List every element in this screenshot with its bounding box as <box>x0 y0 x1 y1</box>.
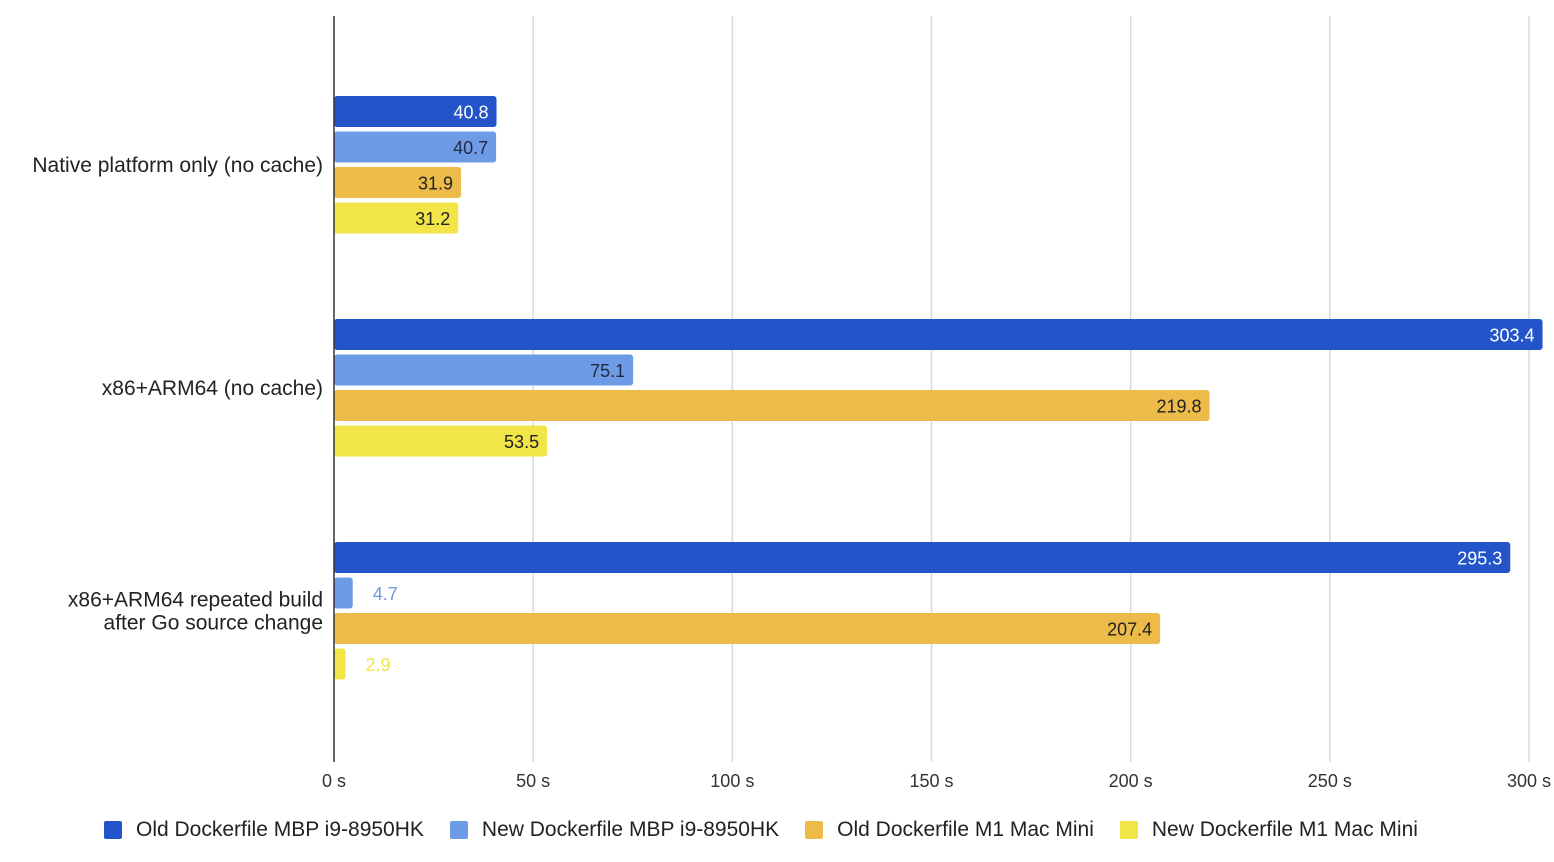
legend-item: New Dockerfile MBP i9-8950HK <box>449 818 780 842</box>
bar <box>334 577 353 609</box>
x-tick-label: 250 s <box>1308 771 1352 791</box>
data-label: 31.2 <box>415 209 450 229</box>
bar <box>334 542 1511 573</box>
data-label: 2.9 <box>366 655 391 675</box>
legend-swatch <box>104 821 122 839</box>
legend-label: New Dockerfile MBP i9-8950HK <box>481 818 780 841</box>
bar <box>334 648 346 680</box>
data-label: 40.8 <box>453 103 488 123</box>
category-label: x86+ARM64 (no cache) <box>102 377 323 400</box>
x-tick-labels: 0 s 50 s 100 s 150 s 200 s 250 s 300 s <box>322 771 1551 791</box>
legend-label: New Dockerfile M1 Mac Mini <box>1151 818 1418 841</box>
bar <box>334 425 548 457</box>
x-tick-label: 0 s <box>322 771 346 791</box>
x-tick-label: 150 s <box>909 771 953 791</box>
data-labels: 40.8 40.731.9 31.2 303.4 75.1 219.8 53.5 295.3 4… <box>366 103 1535 676</box>
data-label: 219.8 <box>1156 397 1201 417</box>
bar <box>334 131 497 163</box>
legend-item: Old Dockerfile MBP i9-8950HK <box>104 818 424 842</box>
data-label: 40.7 <box>453 138 488 158</box>
bar <box>334 390 1210 421</box>
data-label: 303.4 <box>1489 326 1534 346</box>
bar-chart: 40.8 40.731.9 31.2 303.4 75.1 219.8 53.5 295.3 4… <box>32 16 1551 791</box>
data-label: 4.7 <box>373 584 398 604</box>
legend-item: Old Dockerfile M1 Mac Mini <box>805 818 1094 842</box>
data-label: 75.1 <box>590 361 625 381</box>
legend-item: New Dockerfile M1 Mac Mini <box>1119 818 1418 842</box>
category-label: Native platform only (no cache) <box>32 154 323 177</box>
x-tick-label: 100 s <box>710 771 754 791</box>
category-labels: Native platform only (no cache) x86+ARM64… <box>32 154 323 635</box>
bar <box>334 202 459 234</box>
bar <box>334 613 1161 644</box>
x-tick-label: 300 s <box>1507 771 1551 791</box>
bar <box>334 96 497 127</box>
legend: Old Dockerfile MBP i9-8950HK New Dockerfi… <box>104 818 1444 842</box>
data-label: 31.9 <box>418 174 453 194</box>
data-label: 207.4 <box>1107 620 1152 640</box>
x-tick-label: 200 s <box>1109 771 1153 791</box>
bar <box>334 167 462 198</box>
category-label: after Go source change <box>104 611 323 634</box>
bar <box>334 319 1543 350</box>
legend-label: Old Dockerfile MBP i9-8950HK <box>136 818 424 841</box>
data-label: 295.3 <box>1457 549 1502 569</box>
legend-swatch <box>1119 821 1138 839</box>
legend-label: Old Dockerfile M1 Mac Mini <box>837 818 1094 841</box>
bars <box>334 96 1543 680</box>
x-tick-label: 50 s <box>516 771 550 791</box>
legend-swatch <box>449 821 468 839</box>
bar <box>334 354 634 386</box>
data-label: 53.5 <box>504 432 539 452</box>
legend-swatch <box>805 821 824 839</box>
gridlines <box>532 16 1530 762</box>
category-label: x86+ARM64 repeated build <box>68 588 323 611</box>
